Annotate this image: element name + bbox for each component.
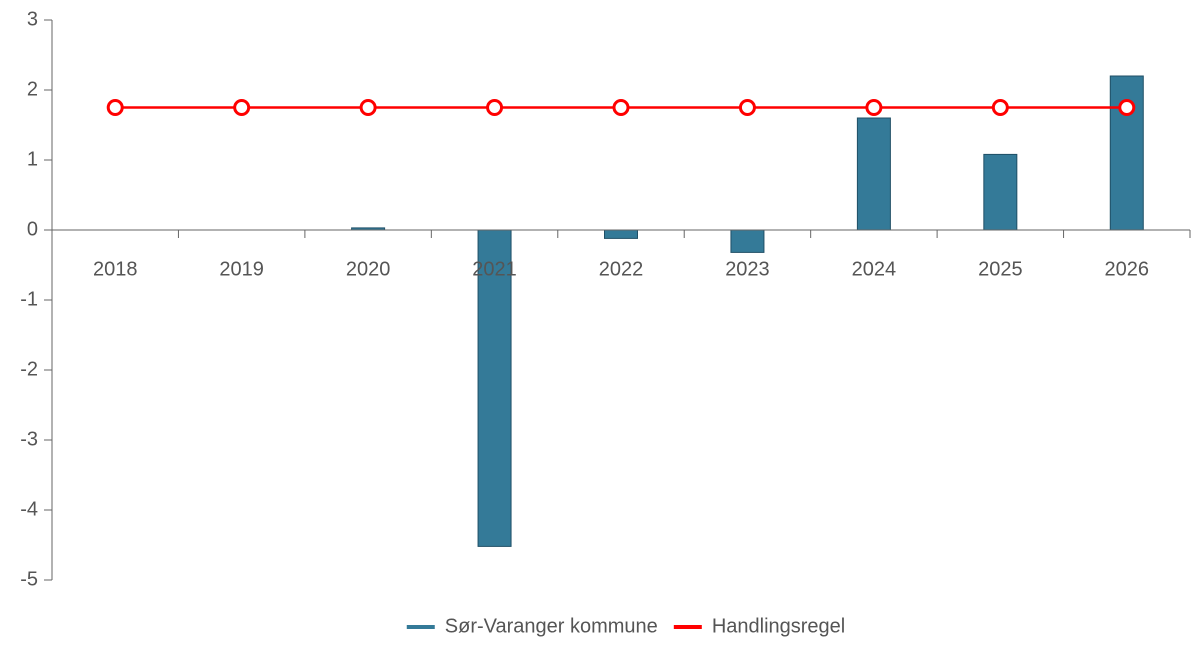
- x-tick-label: 2019: [219, 258, 264, 280]
- x-tick-label: 2018: [93, 258, 138, 280]
- line-marker: [1118, 99, 1136, 116]
- x-tick-label: 2023: [725, 258, 770, 280]
- y-tick-label: -1: [20, 288, 38, 310]
- line-marker: [233, 99, 251, 116]
- x-tick-label: 2024: [852, 258, 897, 280]
- line-marker: [991, 99, 1009, 116]
- bar: [983, 153, 1018, 231]
- y-tick-label: -3: [20, 428, 38, 450]
- x-tick-label: 2020: [346, 258, 391, 280]
- y-tick-label: 0: [27, 218, 38, 240]
- line-marker: [486, 99, 504, 116]
- y-tick-label: 1: [27, 148, 38, 170]
- y-tick-label: -2: [20, 358, 38, 380]
- legend-label: Handlingsregel: [712, 615, 845, 637]
- x-tick-label: 2026: [1105, 258, 1150, 280]
- y-tick-label: -5: [20, 568, 38, 590]
- line-marker: [106, 99, 124, 116]
- bar: [730, 229, 765, 253]
- y-tick-label: -4: [20, 498, 38, 520]
- y-tick-label: 2: [27, 78, 38, 100]
- y-tick-label: 3: [27, 8, 38, 30]
- x-tick-label: 2021: [472, 258, 517, 280]
- line-marker: [359, 99, 377, 116]
- bar: [856, 117, 891, 231]
- line-marker: [865, 99, 883, 116]
- bar: [604, 229, 638, 239]
- line-marker: [612, 99, 630, 116]
- legend-label: Sør-Varanger kommune: [445, 615, 658, 637]
- line-marker: [738, 99, 756, 116]
- x-tick-label: 2025: [978, 258, 1023, 280]
- x-tick-label: 2022: [599, 258, 644, 280]
- bar: [477, 229, 512, 547]
